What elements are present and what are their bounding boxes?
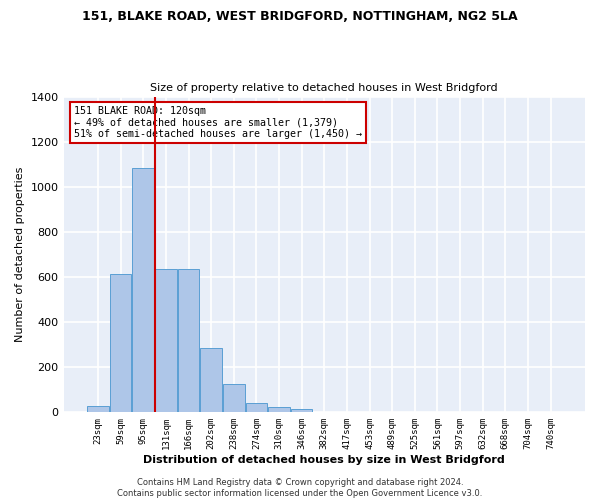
Bar bbox=[178, 269, 199, 412]
Bar bbox=[223, 384, 245, 412]
Bar bbox=[291, 409, 313, 412]
Y-axis label: Number of detached properties: Number of detached properties bbox=[15, 167, 25, 342]
Text: 151 BLAKE ROAD: 120sqm
← 49% of detached houses are smaller (1,379)
51% of semi-: 151 BLAKE ROAD: 120sqm ← 49% of detached… bbox=[74, 106, 362, 139]
X-axis label: Distribution of detached houses by size in West Bridgford: Distribution of detached houses by size … bbox=[143, 455, 505, 465]
Text: 151, BLAKE ROAD, WEST BRIDGFORD, NOTTINGHAM, NG2 5LA: 151, BLAKE ROAD, WEST BRIDGFORD, NOTTING… bbox=[82, 10, 518, 23]
Title: Size of property relative to detached houses in West Bridgford: Size of property relative to detached ho… bbox=[151, 83, 498, 93]
Bar bbox=[245, 403, 267, 412]
Bar bbox=[268, 406, 290, 412]
Bar bbox=[87, 406, 109, 412]
Bar bbox=[133, 168, 154, 412]
Bar bbox=[200, 348, 222, 412]
Bar bbox=[110, 274, 131, 412]
Text: Contains HM Land Registry data © Crown copyright and database right 2024.
Contai: Contains HM Land Registry data © Crown c… bbox=[118, 478, 482, 498]
Bar bbox=[155, 269, 176, 412]
